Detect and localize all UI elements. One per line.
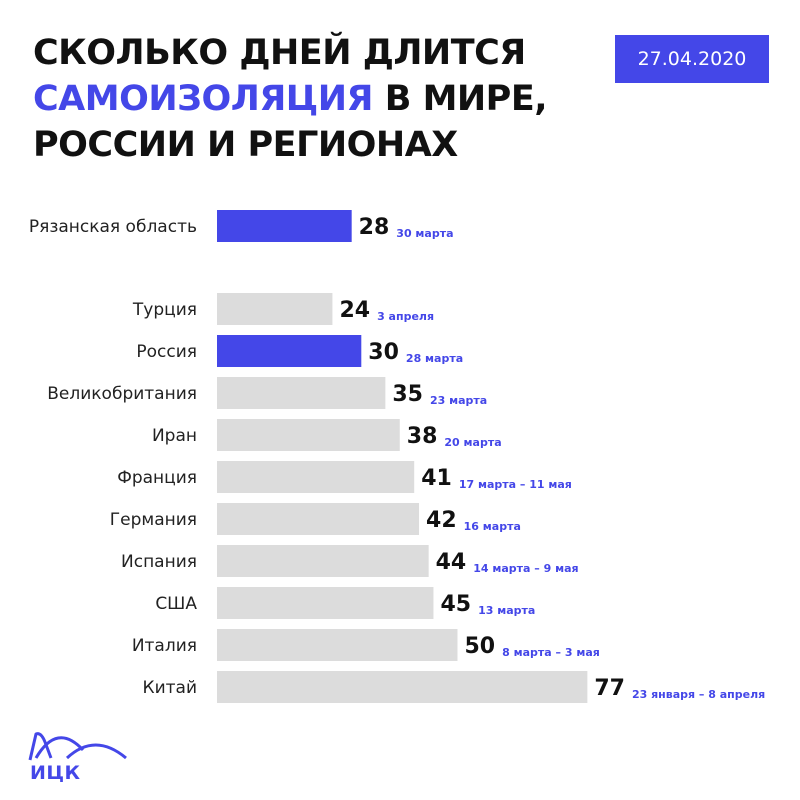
bar bbox=[217, 293, 333, 325]
category-label: Иран bbox=[152, 426, 197, 446]
value-label: 45 bbox=[440, 592, 471, 617]
date-annotation: 30 марта bbox=[396, 227, 453, 240]
title-line-1: СКОЛЬКО ДНЕЙ ДЛИТСЯ bbox=[33, 33, 526, 73]
date-annotation: 28 марта bbox=[406, 352, 463, 365]
value-label: 41 bbox=[421, 466, 452, 491]
date-annotation: 23 марта bbox=[430, 394, 487, 407]
category-label: Испания bbox=[121, 552, 197, 572]
category-label: Китай bbox=[143, 678, 198, 698]
logo-text: ИЦК bbox=[30, 762, 81, 784]
bar bbox=[217, 419, 400, 451]
bar bbox=[217, 335, 362, 367]
value-label: 42 bbox=[426, 508, 457, 533]
bar bbox=[217, 545, 429, 577]
bar bbox=[217, 377, 386, 409]
date-annotation: 13 марта bbox=[478, 604, 535, 617]
category-label: Франция bbox=[117, 468, 197, 488]
value-label: 38 bbox=[407, 424, 438, 449]
date-annotation: 17 марта – 11 мая bbox=[459, 478, 572, 491]
date-annotation: 16 марта bbox=[464, 520, 521, 533]
date-annotation: 14 марта – 9 мая bbox=[473, 562, 578, 575]
category-label: Турция bbox=[132, 300, 197, 320]
bar bbox=[217, 503, 420, 535]
value-label: 35 bbox=[392, 382, 423, 407]
date-annotation: 3 апреля bbox=[377, 310, 434, 323]
date-badge: 27.04.2020 bbox=[615, 35, 769, 83]
hills-logo-icon bbox=[28, 732, 127, 761]
value-label: 30 bbox=[368, 340, 399, 365]
value-label: 44 bbox=[436, 550, 467, 575]
date-annotation: 23 января – 8 апреля bbox=[632, 688, 765, 701]
title-line-2-rest: В МИРЕ, bbox=[373, 79, 548, 119]
chart-title: СКОЛЬКО ДНЕЙ ДЛИТСЯ САМОИЗОЛЯЦИЯ В МИРЕ,… bbox=[33, 30, 548, 168]
bar bbox=[217, 210, 352, 242]
title-line-3: РОССИИ И РЕГИОНАХ bbox=[33, 125, 458, 165]
value-label: 28 bbox=[359, 215, 390, 240]
date-annotation: 8 марта – 3 мая bbox=[502, 646, 600, 659]
category-label: Рязанская область bbox=[29, 217, 197, 237]
category-label: Россия bbox=[136, 342, 197, 362]
date-annotation: 20 марта bbox=[444, 436, 501, 449]
bar bbox=[217, 671, 588, 703]
bar bbox=[217, 587, 434, 619]
value-label: 24 bbox=[339, 298, 370, 323]
category-label: Германия bbox=[110, 510, 197, 530]
value-label: 77 bbox=[594, 676, 625, 701]
category-label: США bbox=[155, 594, 197, 614]
date-text: 27.04.2020 bbox=[637, 48, 747, 70]
category-label: Великобритания bbox=[47, 384, 197, 404]
bar bbox=[217, 461, 415, 493]
bar bbox=[217, 629, 458, 661]
title-highlight: САМОИЗОЛЯЦИЯ bbox=[33, 79, 374, 119]
value-label: 50 bbox=[465, 634, 496, 659]
category-label: Италия bbox=[132, 636, 197, 656]
